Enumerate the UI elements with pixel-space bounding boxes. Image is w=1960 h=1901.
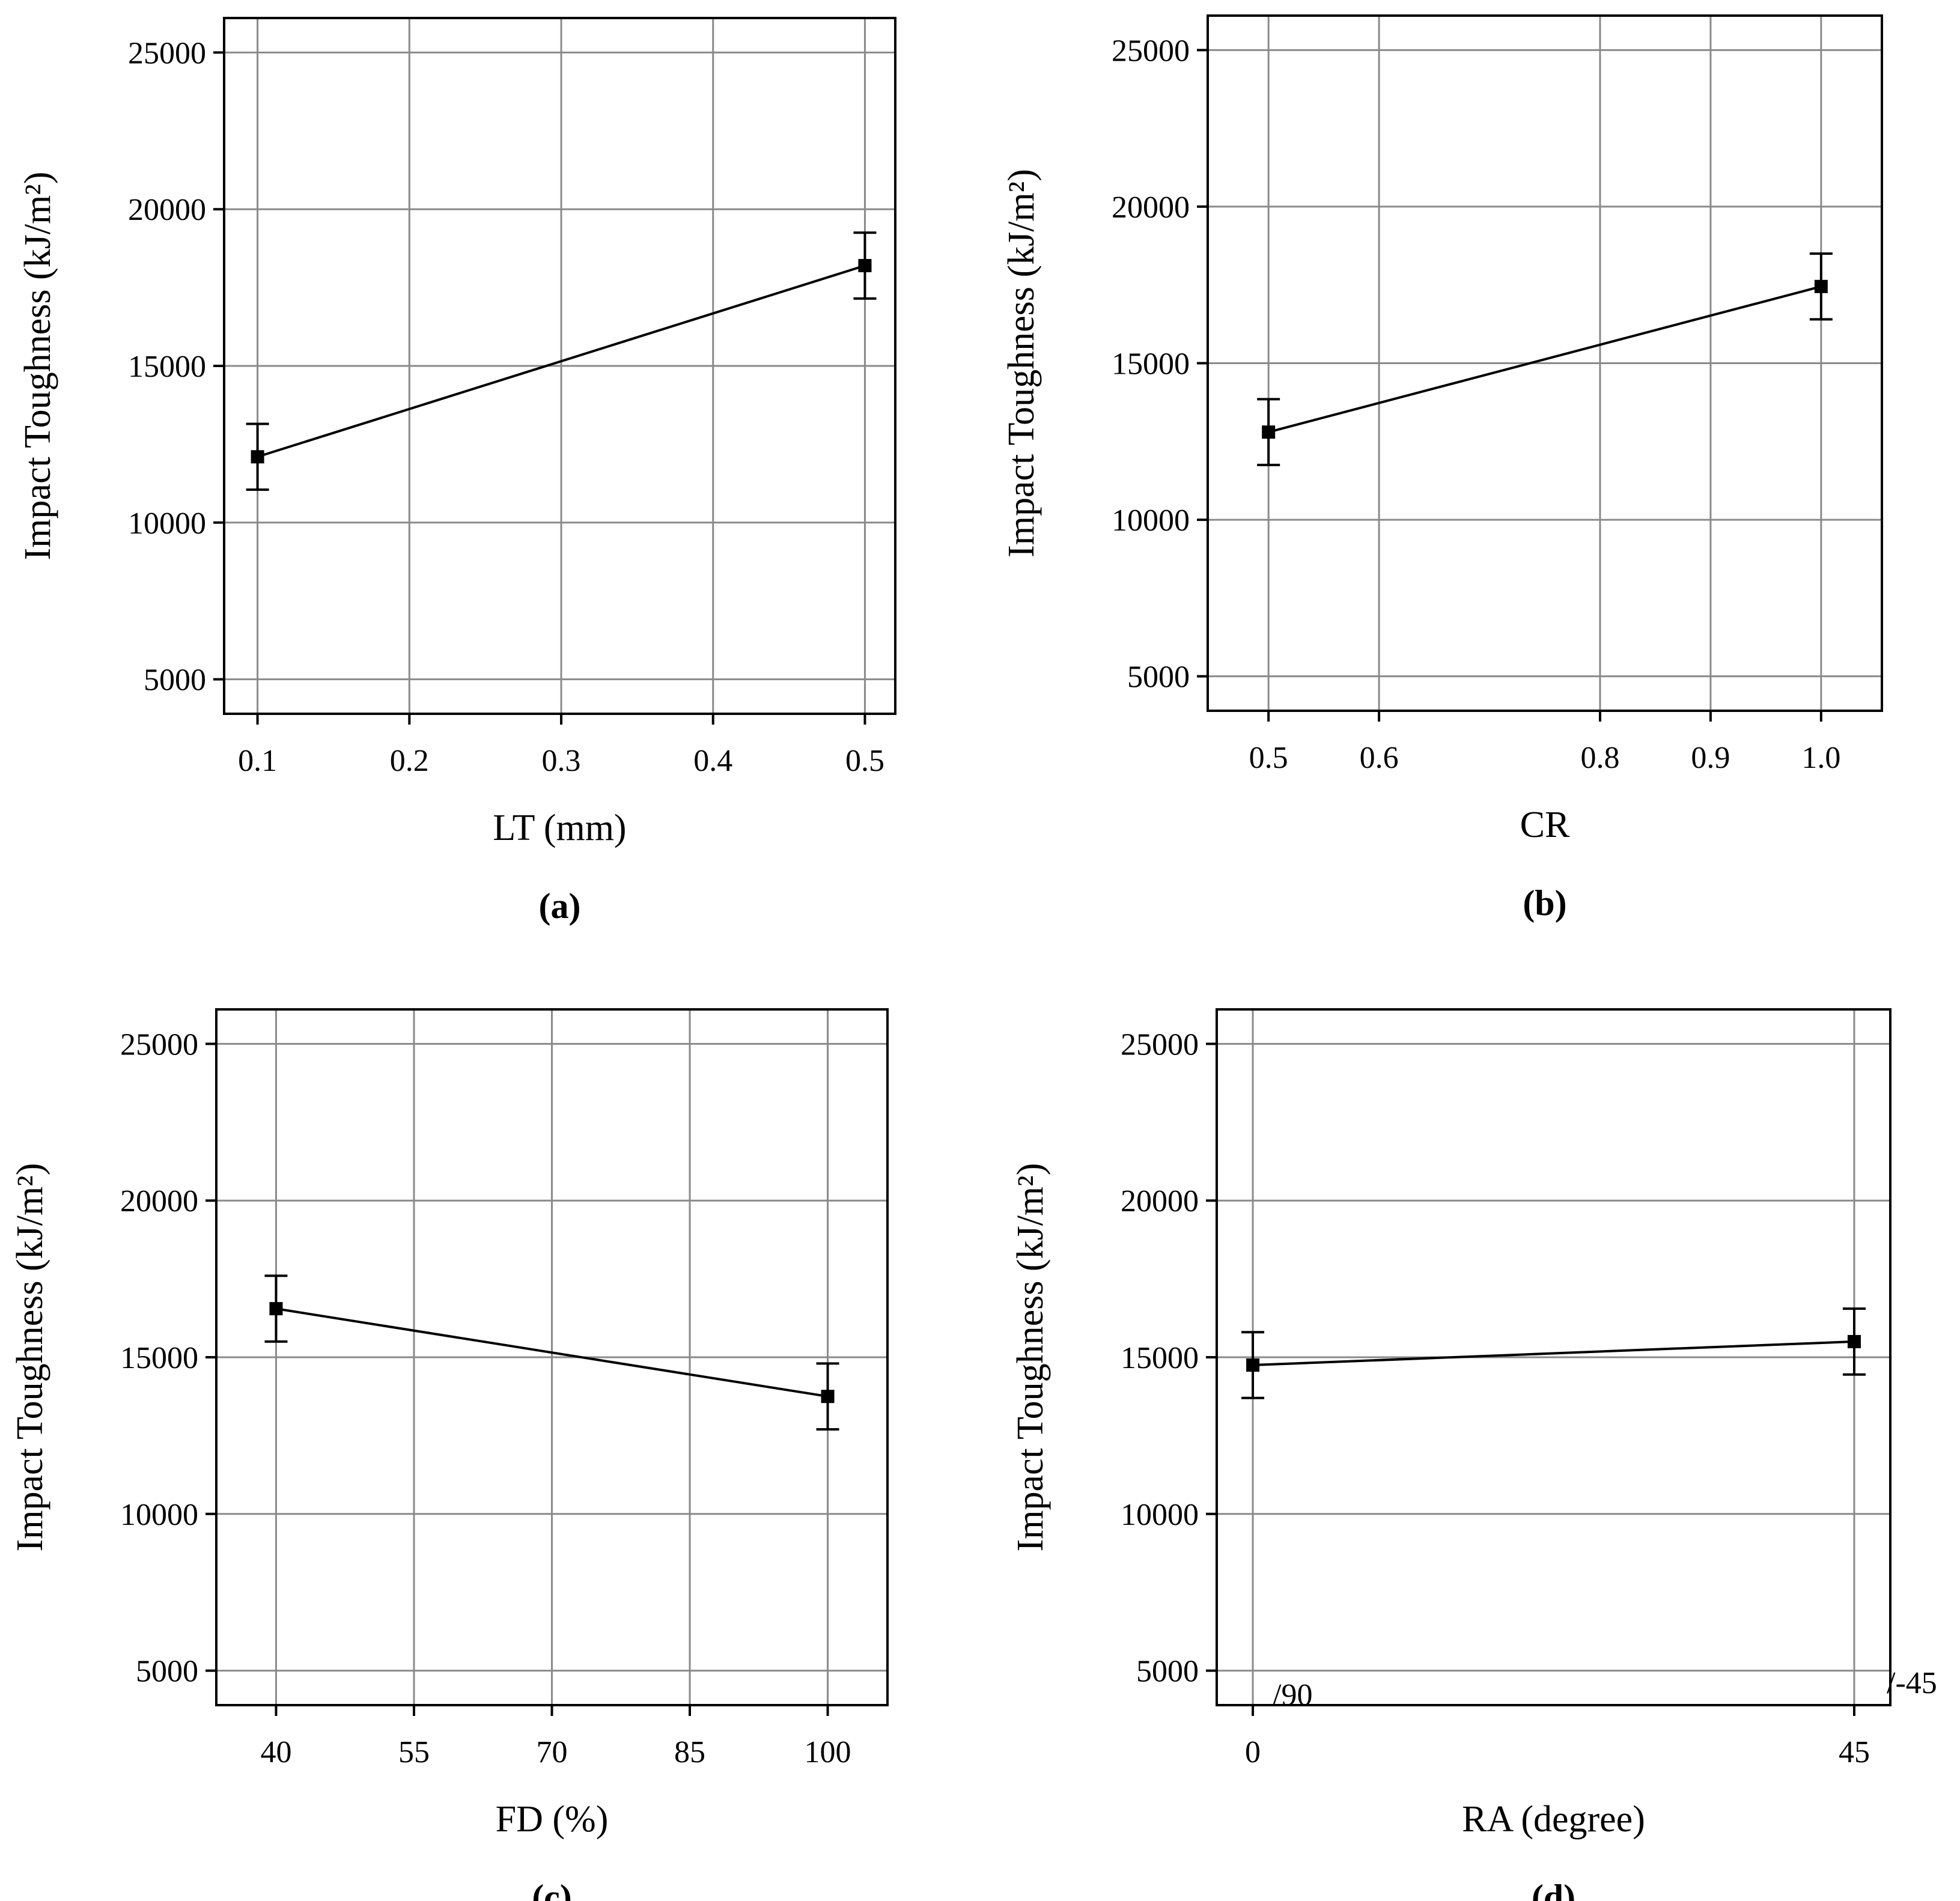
x-axis-label: FD (%) (496, 1799, 609, 1840)
y-tick-label: 15000 (1112, 347, 1190, 382)
data-point (251, 450, 264, 464)
chart-panel-4: 0 45 5000 10000 15000 20000 25000 RA (degree) Im… (1010, 1008, 1937, 1901)
x-tick-label: 0.3 (542, 744, 581, 778)
x-tick-label: 0.2 (390, 744, 429, 778)
x-tick-label: 1.0 (1801, 741, 1840, 775)
series-line (1252, 1340, 1855, 1367)
x-tick-label: 70 (537, 1735, 568, 1769)
x-tick-label: 0.8 (1580, 741, 1619, 775)
y-tick-label: 15000 (128, 350, 206, 384)
x-axis-label: RA (degree) (1462, 1799, 1645, 1840)
x-tick-label: 40 (260, 1735, 291, 1769)
y-tick-label: 15000 (120, 1341, 198, 1375)
x-tick-label: 0 (1245, 1735, 1261, 1769)
data-point (1814, 279, 1828, 293)
chart-panel-1: 0.1 0.2 0.3 0.4 0.5 5000 10000 15000 20000 25000 L… (17, 17, 896, 926)
x-tick-label: 55 (398, 1735, 430, 1769)
y-tick-label: 10000 (120, 1498, 198, 1532)
panel-label: (d) (1532, 1878, 1575, 1901)
x-tick-label: 0.5 (1249, 741, 1288, 775)
x-tick-label: 45 (1839, 1735, 1870, 1769)
x-axis-label: LT (mm) (493, 808, 626, 848)
series-line (257, 264, 866, 458)
x-tick-label: 0.1 (238, 744, 277, 778)
y-tick-label: 5000 (136, 1655, 198, 1689)
annotation: /-45 (1887, 1666, 1937, 1700)
annotation: /90 (1273, 1678, 1312, 1712)
data-point (821, 1390, 835, 1404)
y-tick-label: 25000 (120, 1027, 198, 1062)
y-tick-label: 5000 (1127, 660, 1190, 695)
chart-panel-2: 0.5 0.6 0.8 0.9 1.0 5000 10000 15000 20000 25000 C… (1001, 14, 1883, 923)
y-tick-label: 20000 (1121, 1184, 1199, 1218)
chart-panel-3: 40 55 70 85 100 5000 10000 15000 20000 25000 FD (%… (10, 1008, 889, 1901)
y-tick-label: 10000 (1121, 1498, 1199, 1532)
x-tick-label: 100 (805, 1735, 851, 1769)
y-tick-label: 25000 (128, 36, 206, 70)
y-tick-label: 20000 (120, 1184, 198, 1218)
y-axis-label: Impact Toughness (kJ/m²) (1010, 1163, 1051, 1552)
y-axis-label: Impact Toughness (kJ/m²) (1001, 169, 1042, 558)
panel-label: (c) (532, 1878, 572, 1901)
y-tick-label: 5000 (144, 663, 206, 698)
x-tick-label: 0.9 (1691, 741, 1730, 775)
y-tick-label: 20000 (128, 193, 206, 227)
x-axis-label: CR (1520, 805, 1570, 845)
data-point (858, 259, 872, 273)
panel-label: (a) (539, 886, 581, 926)
x-tick-label: 0.5 (845, 744, 884, 778)
series-line (1268, 285, 1822, 434)
y-tick-label: 10000 (1112, 503, 1190, 538)
y-tick-label: 25000 (1121, 1027, 1199, 1062)
data-point (269, 1302, 283, 1316)
x-tick-label: 0.6 (1360, 741, 1399, 775)
y-axis-label: Impact Toughness (kJ/m²) (10, 1163, 50, 1552)
y-axis-label: Impact Toughness (kJ/m²) (17, 172, 58, 561)
y-tick-label: 5000 (1136, 1655, 1199, 1689)
x-tick-label: 0.4 (693, 744, 732, 778)
y-tick-label: 25000 (1112, 34, 1190, 68)
y-tick-label: 15000 (1121, 1341, 1199, 1375)
data-point (1847, 1334, 1861, 1348)
panel-label: (b) (1523, 883, 1566, 923)
data-point (1262, 425, 1276, 439)
x-tick-label: 85 (674, 1735, 705, 1769)
y-tick-label: 10000 (128, 506, 206, 541)
series-line (276, 1307, 828, 1398)
data-point (1246, 1358, 1260, 1372)
y-tick-label: 20000 (1112, 190, 1190, 225)
